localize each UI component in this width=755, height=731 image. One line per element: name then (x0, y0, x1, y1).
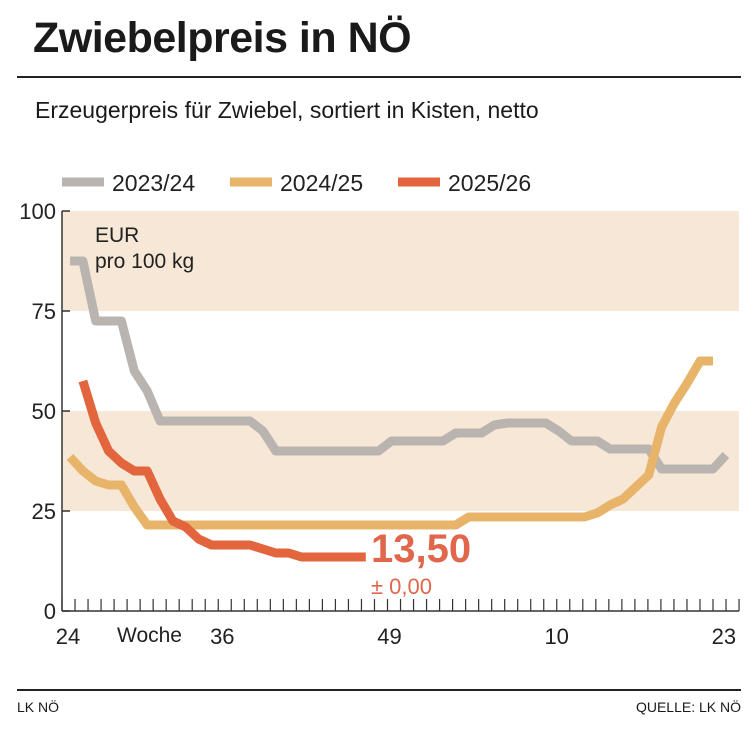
bottom-divider (17, 689, 741, 691)
x-tick-label: 24 (56, 624, 80, 649)
legend-label: 2024/25 (280, 170, 363, 196)
y-axis-unit-label: pro 100 kg (95, 250, 194, 273)
x-tick-label: 23 (712, 624, 736, 649)
legend-label: 2023/24 (112, 170, 195, 196)
series-line-2023-24 (70, 256, 730, 474)
x-tick-label: 10 (544, 624, 568, 649)
change-label: ± 0,00 (371, 574, 432, 599)
top-divider (17, 76, 741, 78)
y-tick-label: 75 (32, 299, 56, 324)
x-tick-label: 36 (210, 624, 234, 649)
footer-source: QUELLE: LK NÖ (635, 699, 741, 715)
x-tick-label: 49 (377, 624, 401, 649)
y-axis-unit-label: EUR (95, 224, 139, 247)
y-tick-label: 25 (32, 499, 56, 524)
y-tick-label: 50 (32, 399, 56, 424)
subtitle: Erzeugerpreis für Zwiebel, sortiert in K… (35, 97, 539, 123)
y-tick-label: 0 (44, 599, 56, 624)
footer-credit: LK NÖ (17, 699, 60, 715)
y-tick-label: 100 (19, 199, 56, 224)
legend-label: 2025/26 (448, 170, 531, 196)
current-value-label: 13,50 (371, 527, 471, 571)
page-title: Zwiebelpreis in NÖ (33, 14, 412, 62)
series-line-2025-26 (78, 379, 366, 562)
x-axis-title: Woche (117, 624, 182, 647)
shaded-band (62, 211, 739, 311)
